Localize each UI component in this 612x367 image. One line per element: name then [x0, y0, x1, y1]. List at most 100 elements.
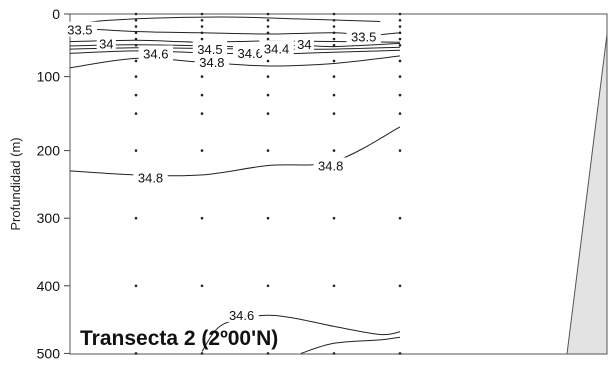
seafloor-shading [566, 33, 608, 355]
contour-label: 34.8 [318, 158, 343, 173]
station-sample-dot [266, 93, 270, 97]
station-sample-dot [398, 93, 402, 97]
station-sample-dot [332, 112, 336, 115]
contour-line-34-8 [69, 55, 401, 69]
station-sample-dot [134, 59, 138, 63]
station-sample-dot [398, 149, 402, 152]
station-sample-dot [200, 149, 204, 152]
station-sample-dot [398, 18, 402, 22]
contour-label-background [138, 45, 173, 61]
station-sample-dot [332, 216, 336, 220]
station-sample-dot [332, 352, 336, 355]
station-sample-dot [134, 284, 138, 288]
station-sample-dot [266, 112, 270, 115]
station-sample-dot [200, 352, 204, 355]
station-sample-dot [332, 37, 336, 41]
station-sample-dot [200, 37, 204, 41]
contour-label-background [133, 169, 168, 185]
contour-label-background [259, 40, 294, 56]
station-sample-dot [266, 31, 270, 35]
station-sample-dot [200, 93, 204, 97]
station-sample-dot [332, 59, 336, 63]
station-sample-dot [398, 59, 402, 63]
y-tick-label: 100 [37, 69, 61, 85]
station-sample-dot [200, 25, 204, 28]
station-sample-dot [134, 12, 138, 16]
y-tick-label: 0 [52, 6, 60, 22]
contour-line-33-5 [79, 16, 381, 24]
y-axis: 0 100 200 300 400 500 [37, 6, 70, 361]
station-sample-dot [134, 37, 138, 41]
station-sample-dot [134, 149, 138, 152]
station-sample-dot [332, 44, 336, 47]
contour-label: 33.5 [351, 30, 376, 45]
station-sample-dot [200, 75, 204, 78]
contour-line-34 [69, 39, 401, 43]
contour-label: 34.4 [264, 41, 289, 56]
station-sample-dot [266, 75, 270, 78]
station-sample-dot [332, 75, 336, 78]
contour-label: 34.6 [229, 308, 254, 323]
station-sample-dot [266, 12, 270, 16]
station-sample-dot [200, 216, 204, 220]
station-sample-dot [398, 216, 402, 220]
contour-label-background [192, 41, 228, 57]
contour-line-34-6 [201, 314, 401, 352]
station-sample-dot [266, 25, 270, 28]
station-sample-dot [134, 93, 138, 97]
contour-label-background [313, 157, 348, 173]
contour-line-34-6 [300, 336, 401, 354]
station-sample-dot [266, 59, 270, 63]
y-axis-title: Profundidad (m) [8, 137, 23, 230]
contour-label-background [194, 54, 230, 70]
contour-label: 34.5 [197, 42, 222, 57]
station-sample-dot [398, 31, 402, 35]
contour-label: 34 [99, 36, 113, 51]
contour-label-background [62, 21, 98, 37]
chart-title: Transecta 2 (2º00'N) [80, 327, 278, 350]
contour-label: 34.8 [199, 55, 224, 70]
station-sample-dot [134, 25, 138, 28]
contour-label-background [346, 28, 381, 44]
y-tick-label: 200 [37, 143, 61, 159]
station-sample-dot [398, 12, 402, 16]
station-sample-dot [332, 149, 336, 152]
station-sample-dot [398, 112, 402, 115]
contour-label: 34.8 [138, 171, 163, 186]
station-sample-dot [332, 12, 336, 16]
station-sample-dot [134, 216, 138, 220]
contour-label: 34.6 [238, 46, 263, 61]
contour-label-background [294, 36, 314, 52]
y-tick-label: 300 [37, 210, 61, 226]
contour-label-background [96, 35, 116, 51]
station-sample-dot [398, 37, 402, 41]
station-sample-dot [332, 284, 336, 288]
station-sample-dot [332, 93, 336, 97]
station-sample-dot [200, 284, 204, 288]
contour-label: 33.5 [67, 23, 92, 38]
station-sample-dot [266, 149, 270, 152]
contour-label-background [224, 306, 259, 322]
station-sample-dot [398, 25, 402, 28]
station-sample-points [134, 12, 402, 355]
station-sample-dot [332, 25, 336, 28]
station-sample-dot [134, 18, 138, 22]
y-tick-label: 500 [37, 345, 61, 361]
station-sample-dot [266, 284, 270, 288]
station-sample-dot [200, 18, 204, 22]
station-sample-dot [200, 112, 204, 115]
station-sample-dot [398, 284, 402, 288]
station-sample-dot [398, 75, 402, 78]
station-sample-dot [134, 352, 138, 355]
contour-label: 34.6 [143, 46, 168, 61]
station-sample-dot [134, 31, 138, 35]
station-sample-dot [134, 75, 138, 78]
station-sample-dot [398, 352, 402, 355]
station-sample-dot [266, 37, 270, 41]
station-sample-dot [266, 352, 270, 355]
contour-label-background [232, 44, 268, 60]
station-sample-dot [266, 216, 270, 220]
